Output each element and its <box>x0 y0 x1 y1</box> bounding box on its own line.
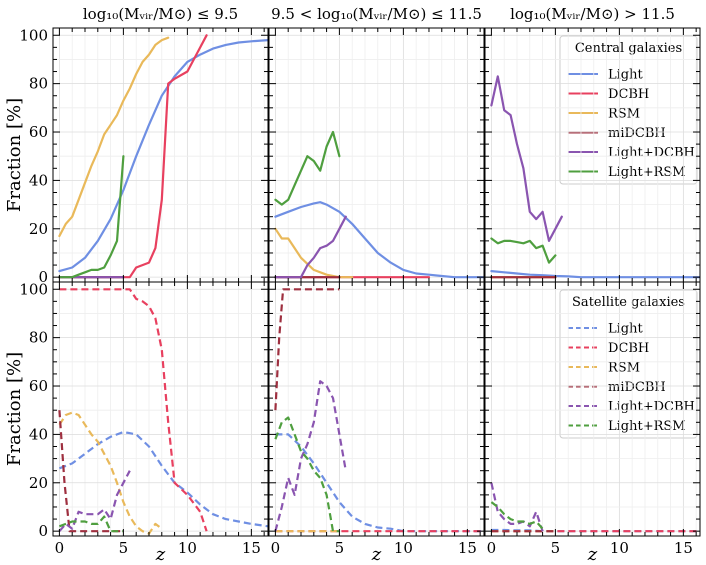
series-group <box>490 75 700 279</box>
series-group <box>58 288 268 535</box>
series-line-light-dcbh <box>274 215 347 279</box>
series-line-light <box>58 38 268 273</box>
x-tick-label: 15 <box>674 539 693 557</box>
y-tick-label: 60 <box>29 123 48 141</box>
series-line-light-rsm <box>274 130 341 206</box>
y-tick-label: 80 <box>29 329 48 347</box>
y-tick-label: 60 <box>29 377 48 395</box>
panel-frame <box>52 281 269 537</box>
legend-label-light: Light <box>608 68 643 83</box>
y-tick-label: 40 <box>29 171 48 189</box>
y-tick-label: 40 <box>29 425 48 443</box>
y-tick-label: 80 <box>29 75 48 93</box>
series-line-light-dcbh <box>490 482 544 532</box>
ticks <box>53 282 268 536</box>
series-line-dcbh <box>59 288 208 532</box>
x-axis-label: z <box>371 544 382 565</box>
legend-label-midcbh: miDCBH <box>608 380 666 395</box>
column-title: log₁₀(Mᵥᵢᵣ/M⊙) ≤ 9.5 <box>83 5 238 23</box>
legend-label-light: Light <box>608 322 643 337</box>
x-tick-label: 15 <box>458 539 477 557</box>
legend-label-rsm: RSM <box>608 361 640 376</box>
series-line-rsm <box>58 411 163 535</box>
panel-frame <box>484 281 701 537</box>
legend-label-light-dcbh: Light+DCBH <box>608 400 695 415</box>
series-line-light-rsm <box>274 416 340 533</box>
ticks <box>269 28 484 282</box>
series-line-light-dcbh <box>58 470 131 532</box>
panel-satellite-3: 0 5 10 15 <box>484 281 701 557</box>
legend: Satellite galaxies Light DCBH RSM miDCBH Ligh… <box>559 289 698 439</box>
series-line-light-rsm <box>490 237 557 264</box>
legend-label-rsm: RSM <box>608 107 640 122</box>
series-line-light-rsm <box>58 155 125 279</box>
ticks <box>269 282 484 536</box>
series-line-light <box>490 270 700 279</box>
column-title: 9.5 < log₁₀(Mᵥᵢᵣ/M⊙) ≤ 11.5 <box>271 5 482 23</box>
x-tick-label: 10 <box>178 539 197 557</box>
y-axis-label: Fraction [%] <box>4 352 25 466</box>
series-line-light <box>274 201 484 279</box>
ticks <box>485 28 700 282</box>
y-axis-label: Fraction [%] <box>4 98 25 212</box>
ticks <box>53 28 268 282</box>
y-tick-label: 100 <box>19 26 48 44</box>
series-line-light-rsm <box>490 501 544 530</box>
panel-central-2: 9.5 < log₁₀(Mᵥᵢᵣ/M⊙) ≤ 11.5 Central galax… <box>268 5 698 283</box>
x-tick-label: 0 <box>487 539 497 557</box>
legend-title: Central galaxies <box>575 41 682 56</box>
y-tick-label: 20 <box>29 220 48 238</box>
panel-satellite-2: 0 5 10 15 Satellite galaxies Light DCBH RSM miDC… <box>268 281 698 557</box>
x-tick-label: 10 <box>610 539 629 557</box>
x-tick-label: 0 <box>271 539 281 557</box>
x-axis-label: z <box>587 544 598 565</box>
y-tick-label: 100 <box>19 280 48 298</box>
legend-label-light-rsm: Light+RSM <box>608 419 686 434</box>
legend-label-light-rsm: Light+RSM <box>608 165 686 180</box>
x-axis-label: z <box>155 544 166 565</box>
series-group <box>58 34 268 279</box>
x-tick-label: 15 <box>242 539 261 557</box>
grid <box>269 28 484 282</box>
series-line-midcbh <box>274 288 340 411</box>
legend-label-midcbh: miDCBH <box>608 126 666 141</box>
legend-title: Satellite galaxies <box>572 295 685 310</box>
legend-label-light-dcbh: Light+DCBH <box>608 146 695 161</box>
grid <box>53 282 268 536</box>
legend-label-dcbh: DCBH <box>608 87 649 102</box>
legend-label-dcbh: DCBH <box>608 341 649 356</box>
series-line-midcbh <box>58 410 124 533</box>
panel-central-1: 0 20 40 60 80 100 log₁₀(Mᵥᵢᵣ/M⊙) ≤ 9.5 <box>19 5 269 286</box>
x-tick-label: 0 <box>55 539 65 557</box>
series-group <box>490 482 700 533</box>
column-title: log₁₀(Mᵥᵢᵣ/M⊙) > 11.5 <box>510 5 675 23</box>
series-line-light-dcbh <box>490 75 563 242</box>
series-line-light <box>59 430 268 528</box>
grid <box>485 282 700 536</box>
x-tick-label: 10 <box>394 539 413 557</box>
series-line-light-rsm <box>59 515 124 533</box>
panel-central-3: log₁₀(Mᵥᵢᵣ/M⊙) > 11.5 <box>484 5 701 283</box>
panel-satellite-1: 0 20 40 60 80 100 0 5 10 15 <box>19 280 269 557</box>
ticks <box>485 282 700 536</box>
series-group <box>274 130 484 279</box>
y-tick-label: 0 <box>38 522 48 540</box>
panel-frame <box>268 281 485 537</box>
y-tick-label: 0 <box>38 268 48 286</box>
grid <box>269 282 484 536</box>
series-group <box>274 288 484 533</box>
series-line-light-dcbh <box>274 380 347 532</box>
legend: Central galaxies Light DCBH RSM miDCBH Light+… <box>559 35 698 185</box>
x-tick-label: 5 <box>119 539 129 557</box>
series-line-rsm <box>58 36 170 238</box>
series-line-dcbh <box>58 34 208 279</box>
y-tick-label: 20 <box>29 474 48 492</box>
grid <box>53 28 268 282</box>
x-tick-label: 5 <box>335 539 345 557</box>
x-tick-label: 5 <box>551 539 561 557</box>
